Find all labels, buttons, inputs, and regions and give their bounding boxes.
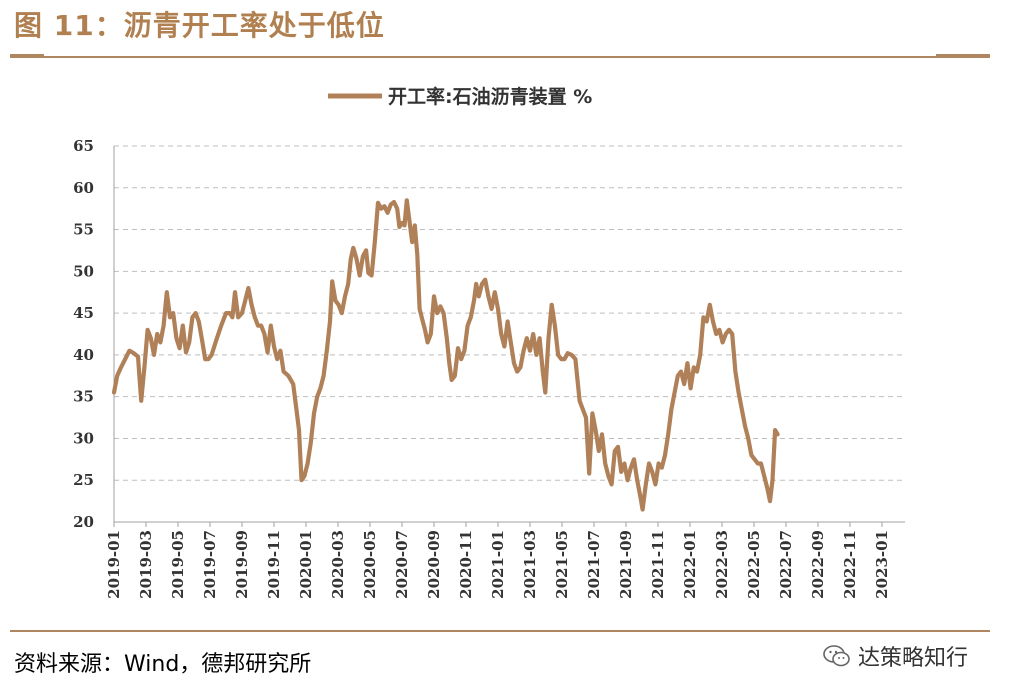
x-tick-label: 2022-03 <box>713 530 731 599</box>
x-tick-label: 2021-09 <box>617 530 635 599</box>
x-tick-label: 2022-09 <box>809 530 827 599</box>
x-tick-label: 2020-07 <box>393 530 411 599</box>
figure-title: 图 11：沥青开工率处于低位 <box>14 9 385 42</box>
y-tick-label: 25 <box>73 471 94 489</box>
x-tick-label: 2019-07 <box>201 530 219 599</box>
y-tick-label: 55 <box>73 221 94 239</box>
x-tick-label: 2019-11 <box>265 530 283 599</box>
x-tick-label: 2019-05 <box>169 530 187 599</box>
x-tick-label: 2019-01 <box>105 530 123 599</box>
y-tick-label: 20 <box>73 513 94 531</box>
y-axis: 20 25 30 35 40 45 50 55 60 65 <box>73 137 115 531</box>
top-divider-accent-right <box>936 54 990 58</box>
x-tick-label: 2020-01 <box>297 530 315 599</box>
y-tick-label: 50 <box>73 262 94 280</box>
x-tick-label: 2021-01 <box>489 530 507 599</box>
x-tick-label: 2020-05 <box>361 530 379 599</box>
x-tick-label: 2020-03 <box>329 530 347 599</box>
x-tick-label: 2022-11 <box>841 530 859 599</box>
x-tick-label: 2019-03 <box>137 530 155 599</box>
x-axis: 2019-01 2019-03 2019-05 2019-07 2019-09 2019-… <box>105 521 905 599</box>
x-tick-label: 2022-01 <box>681 530 699 599</box>
y-tick-label: 30 <box>73 429 94 447</box>
x-tick-label: 2021-07 <box>585 530 603 599</box>
y-tick-label: 45 <box>73 304 94 322</box>
x-tick-label: 2019-09 <box>233 530 251 599</box>
x-tick-label: 2020-09 <box>425 530 443 599</box>
x-tick-label: 2023-01 <box>873 530 891 599</box>
y-tick-label: 40 <box>73 346 94 364</box>
x-tick-label: 2022-07 <box>777 530 795 599</box>
x-tick-label: 2022-05 <box>745 530 763 599</box>
top-divider-accent-left <box>10 54 44 58</box>
x-tick-label: 2021-03 <box>521 530 539 599</box>
watermark: 达策略知行 <box>822 640 968 672</box>
x-tick-label: 2021-11 <box>649 530 667 599</box>
source-note: 资料来源：Wind，德邦研究所 <box>14 652 312 677</box>
y-tick-label: 65 <box>73 137 94 155</box>
bottom-divider <box>10 630 990 632</box>
x-tick-label: 2021-05 <box>553 530 571 599</box>
series-layer <box>111 198 780 512</box>
legend-label: 开工率:石油沥青装置 % <box>388 85 592 108</box>
y-tick-label: 35 <box>73 388 94 406</box>
series-line <box>111 198 780 512</box>
legend: 开工率:石油沥青装置 % <box>328 85 592 108</box>
wechat-icon <box>823 645 850 667</box>
watermark-text: 达策略知行 <box>858 646 969 671</box>
y-tick-label: 60 <box>73 179 94 197</box>
x-tick-label: 2020-11 <box>457 530 475 599</box>
top-divider <box>10 56 990 58</box>
